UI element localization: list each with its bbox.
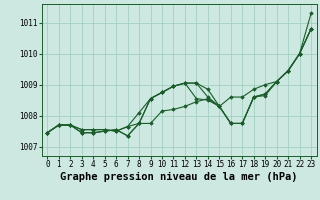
- X-axis label: Graphe pression niveau de la mer (hPa): Graphe pression niveau de la mer (hPa): [60, 172, 298, 182]
